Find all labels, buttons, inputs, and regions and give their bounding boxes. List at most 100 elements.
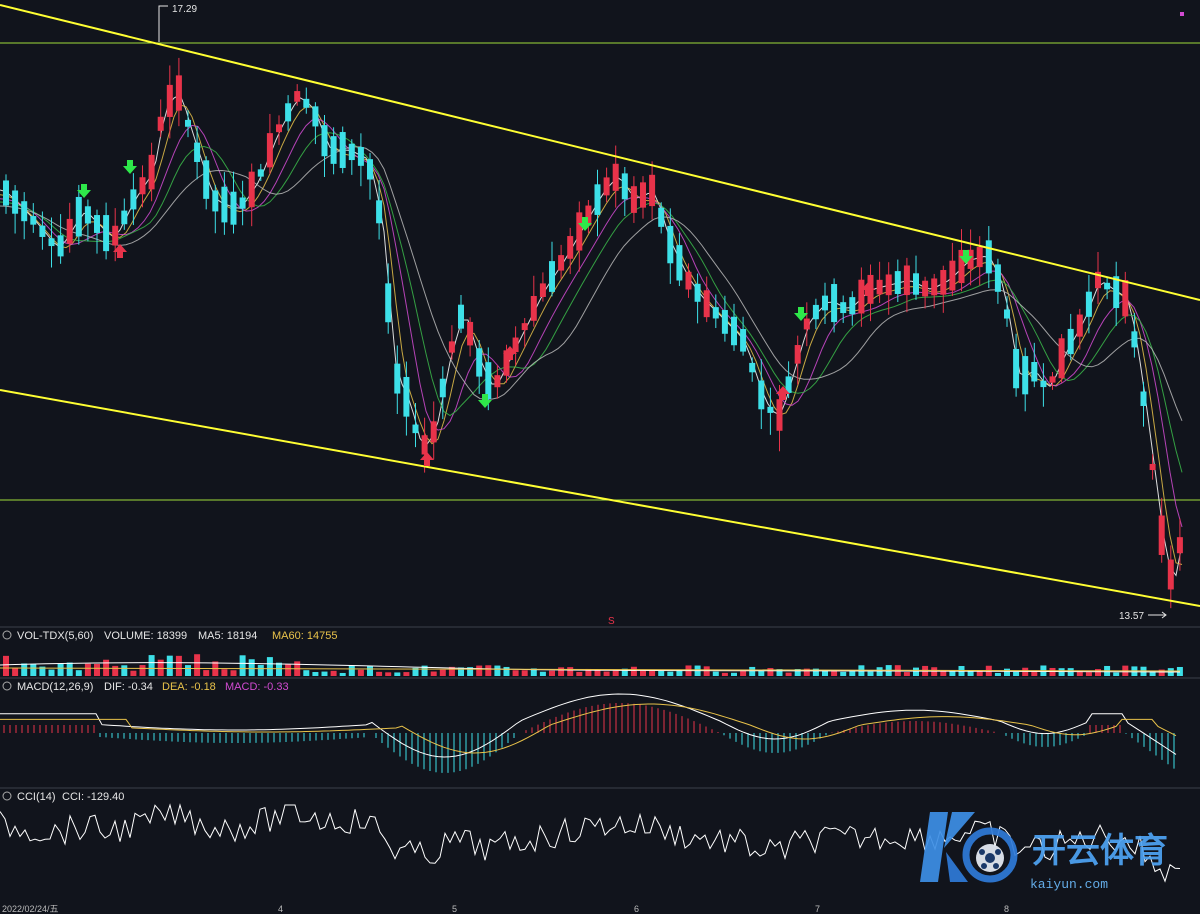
trendline-lower bbox=[0, 389, 1200, 607]
volume-bar bbox=[12, 667, 19, 676]
macd-dea-line bbox=[0, 703, 1177, 754]
candle bbox=[994, 258, 1001, 304]
candle bbox=[913, 255, 919, 300]
candle bbox=[430, 401, 437, 460]
candle bbox=[339, 126, 346, 174]
panel-toggle-icon[interactable] bbox=[2, 630, 12, 640]
volume-bar bbox=[257, 664, 264, 676]
volume-bar bbox=[1004, 668, 1010, 676]
volume-bar bbox=[822, 671, 828, 676]
volume-bar bbox=[758, 670, 765, 676]
volume-bar bbox=[721, 672, 728, 676]
volume-indicator-name: VOL-TDX(5,60) bbox=[17, 630, 93, 642]
candle bbox=[348, 139, 355, 175]
volume-bar bbox=[503, 666, 510, 676]
candle bbox=[239, 180, 246, 226]
volume-bar bbox=[485, 665, 492, 676]
volume-bar bbox=[876, 667, 883, 676]
candle bbox=[103, 202, 110, 260]
signal-s-marker: S bbox=[608, 616, 615, 627]
volume-bar bbox=[812, 668, 819, 676]
volume-bar bbox=[230, 670, 237, 676]
volume-bar bbox=[803, 668, 810, 676]
volume-bar bbox=[94, 663, 100, 676]
panel-toggle-icon[interactable] bbox=[2, 791, 12, 801]
volume-bar bbox=[913, 667, 919, 676]
volume-bar bbox=[840, 671, 847, 676]
volume-bar bbox=[385, 672, 392, 676]
volume-bar bbox=[612, 670, 619, 676]
candle bbox=[658, 202, 665, 234]
low-price-label: 13.57 bbox=[1119, 611, 1144, 622]
candle bbox=[330, 127, 337, 175]
volume-bar bbox=[376, 671, 383, 676]
candle bbox=[640, 176, 646, 219]
candle bbox=[385, 263, 392, 334]
panel-toggle-icon[interactable] bbox=[2, 681, 12, 691]
volume-bar bbox=[266, 657, 273, 676]
candle bbox=[740, 316, 747, 356]
volume-bar bbox=[667, 671, 674, 676]
volume-bar bbox=[439, 669, 446, 676]
volume-bar bbox=[767, 668, 774, 676]
volume-bar bbox=[476, 665, 483, 676]
volume-bar bbox=[1031, 671, 1038, 676]
candle bbox=[1122, 271, 1129, 324]
macd-dea: DEA: -0.18 bbox=[162, 681, 216, 693]
candle bbox=[448, 325, 455, 360]
candle bbox=[822, 282, 828, 324]
sell-arrow-icon bbox=[478, 394, 492, 408]
volume-bar bbox=[66, 662, 73, 676]
candle bbox=[376, 180, 383, 240]
x-axis: 2022/02/24/五 4 5 6 7 8 bbox=[2, 904, 1009, 914]
volume-bar bbox=[75, 670, 82, 676]
candle bbox=[166, 65, 173, 139]
volume-bar bbox=[949, 671, 956, 676]
volume-bar bbox=[712, 671, 719, 676]
volume-bar bbox=[794, 669, 801, 676]
volume-bar bbox=[130, 670, 137, 676]
candle bbox=[303, 87, 310, 114]
volume-bar bbox=[1085, 672, 1092, 676]
cci-line bbox=[0, 803, 1181, 883]
candle bbox=[767, 387, 774, 435]
candle bbox=[458, 295, 464, 334]
candle bbox=[394, 345, 401, 415]
volume-bar bbox=[421, 665, 428, 676]
candle bbox=[630, 176, 637, 223]
candle bbox=[94, 209, 100, 254]
candle bbox=[84, 199, 91, 242]
volume-bar bbox=[740, 670, 747, 676]
volume-bar bbox=[467, 667, 474, 676]
watermark: 开云体育 kaiyun.com bbox=[920, 812, 1168, 892]
candle bbox=[985, 226, 992, 289]
sell-arrow-icon bbox=[959, 250, 973, 264]
volume-bar bbox=[276, 662, 282, 676]
volume-bar bbox=[1049, 667, 1056, 676]
macd-histogram bbox=[0, 693, 1177, 773]
candle bbox=[294, 84, 301, 106]
volume-ma5: MA5: 18194 bbox=[198, 630, 257, 642]
volume-bar bbox=[494, 665, 501, 676]
candle bbox=[1131, 313, 1138, 358]
candle bbox=[621, 167, 628, 217]
candle bbox=[1176, 518, 1183, 571]
candle bbox=[831, 278, 838, 333]
volume-bar bbox=[403, 672, 410, 676]
candle bbox=[667, 208, 674, 284]
volume-bar bbox=[1149, 671, 1156, 676]
cci-polyline bbox=[0, 803, 1181, 883]
candle bbox=[649, 161, 656, 220]
candle bbox=[1049, 372, 1056, 390]
macd-header: MACD(12,26,9) DIF: -0.34 DEA: -0.18 MACD… bbox=[2, 681, 289, 693]
candle bbox=[958, 229, 965, 292]
candle bbox=[439, 366, 446, 420]
candle bbox=[1004, 296, 1010, 327]
volume-bar bbox=[1022, 667, 1029, 676]
volume-bar bbox=[166, 655, 173, 676]
candle bbox=[1022, 347, 1029, 412]
candle bbox=[949, 242, 956, 297]
candle bbox=[175, 57, 182, 127]
candle bbox=[876, 261, 883, 303]
